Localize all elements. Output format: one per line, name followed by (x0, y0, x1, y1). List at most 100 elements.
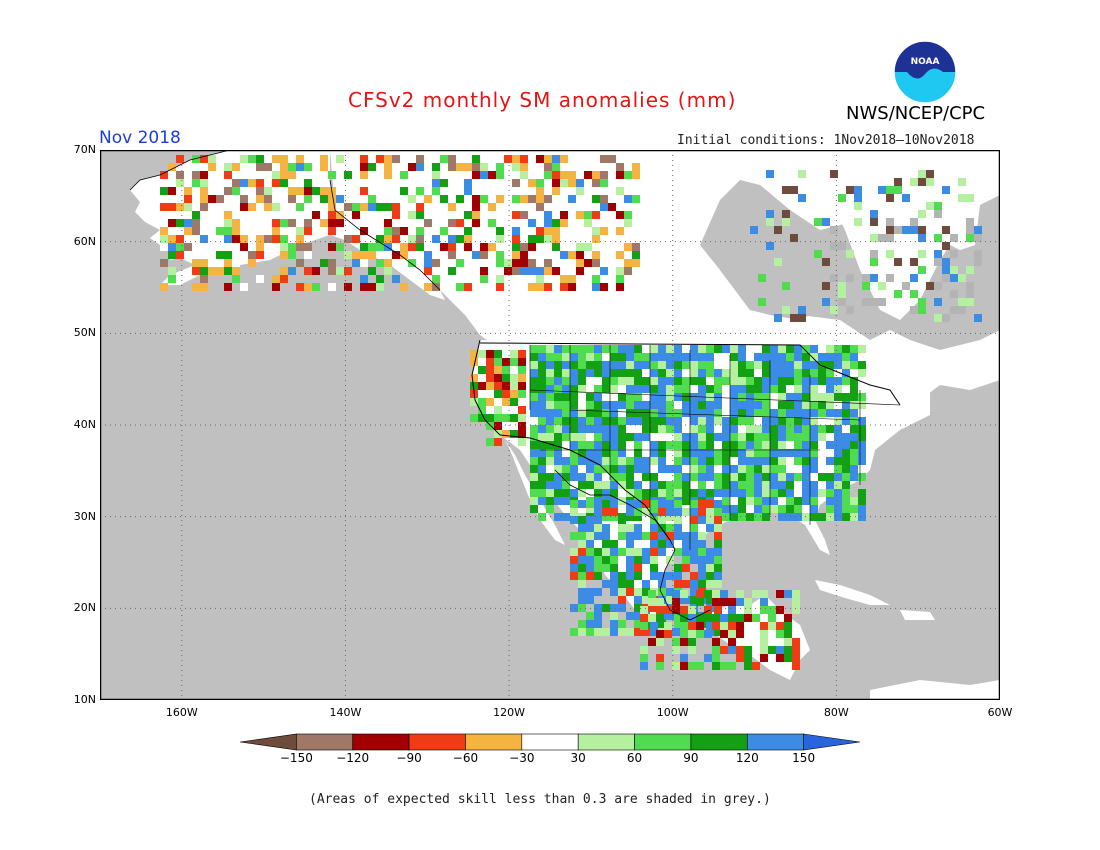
anomaly-cell (578, 377, 586, 385)
anomaly-cell (240, 283, 248, 291)
anomaly-cell (698, 369, 706, 377)
anomaly-cell (842, 489, 850, 497)
anomaly-cell (602, 564, 610, 572)
anomaly-cell (696, 598, 704, 606)
anomaly-cell (746, 409, 754, 417)
anomaly-cell (674, 345, 682, 353)
anomaly-cell (530, 425, 538, 433)
anomaly-cell (650, 361, 658, 369)
anomaly-cell (698, 353, 706, 361)
anomaly-cell (778, 401, 786, 409)
anomaly-cell (618, 596, 626, 604)
anomaly-cell (858, 473, 866, 481)
anomaly-cell (602, 417, 610, 425)
anomaly-cell (642, 361, 650, 369)
anomaly-cell (640, 606, 648, 614)
anomaly-cell (602, 580, 610, 588)
anomaly-cell (738, 345, 746, 353)
anomaly-cell (392, 235, 400, 243)
anomaly-cell (184, 243, 192, 251)
anomaly-cell (562, 401, 570, 409)
anomaly-cell (658, 572, 666, 580)
anomaly-cell (544, 283, 552, 291)
anomaly-cell (754, 441, 762, 449)
anomaly-cell (520, 195, 528, 203)
anomaly-cell (176, 203, 184, 211)
anomaly-cell (942, 258, 950, 266)
anomaly-cell (168, 243, 176, 251)
anomaly-cell (594, 564, 602, 572)
legend-swatch (634, 733, 692, 751)
anomaly-cell (160, 227, 168, 235)
anomaly-cell (602, 540, 610, 548)
anomaly-cell (536, 267, 544, 275)
anomaly-cell (610, 473, 618, 481)
anomaly-cell (552, 179, 560, 187)
anomaly-cell (634, 596, 642, 604)
anomaly-cell (690, 489, 698, 497)
anomaly-cell (850, 473, 858, 481)
anomaly-cell (486, 398, 494, 406)
anomaly-cell (658, 369, 666, 377)
anomaly-cell (706, 465, 714, 473)
anomaly-cell (656, 630, 664, 638)
anomaly-cell (782, 306, 790, 314)
anomaly-cell (666, 465, 674, 473)
anomaly-cell (626, 500, 634, 508)
anomaly-cell (602, 489, 610, 497)
anomaly-cell (448, 267, 456, 275)
anomaly-cell (688, 638, 696, 646)
anomaly-cell (594, 393, 602, 401)
anomaly-cell (690, 596, 698, 604)
anomaly-cell (312, 219, 320, 227)
anomaly-cell (432, 259, 440, 267)
anomaly-cell (658, 457, 666, 465)
anomaly-cell (730, 361, 738, 369)
anomaly-cell (440, 155, 448, 163)
anomaly-cell (870, 258, 878, 266)
anomaly-cell (690, 401, 698, 409)
anomaly-cell (698, 516, 706, 524)
anomaly-cell (706, 401, 714, 409)
anomaly-cell (918, 226, 926, 234)
anomaly-cell (634, 532, 642, 540)
anomaly-cell (698, 433, 706, 441)
anomaly-cell (570, 628, 578, 636)
anomaly-cell (762, 409, 770, 417)
anomaly-cell (778, 465, 786, 473)
anomaly-cell (232, 267, 240, 275)
anomaly-cell (642, 401, 650, 409)
anomaly-cell (810, 465, 818, 473)
anomaly-cell (400, 219, 408, 227)
anomaly-cell (870, 210, 878, 218)
anomaly-cell (594, 556, 602, 564)
anomaly-cell (512, 195, 520, 203)
borders (129, 150, 901, 621)
anomaly-cell (272, 219, 280, 227)
low-skill-cell (934, 210, 942, 218)
anomaly-cell (626, 433, 634, 441)
anomaly-cell (802, 465, 810, 473)
anomaly-cell (336, 155, 344, 163)
anomaly-cell (624, 259, 632, 267)
anomaly-cell (730, 393, 738, 401)
anomaly-cell (754, 505, 762, 513)
anomaly-cell (762, 489, 770, 497)
anomaly-cell (706, 572, 714, 580)
anomaly-cell (834, 345, 842, 353)
anomaly-cell (610, 401, 618, 409)
anomaly-cell (248, 203, 256, 211)
anomaly-cell (472, 171, 480, 179)
anomaly-cell (886, 226, 894, 234)
anomaly-cell (942, 266, 950, 274)
anomaly-cell (712, 654, 720, 662)
anomaly-cell (682, 449, 690, 457)
anomaly-cell (480, 267, 488, 275)
anomaly-cell (494, 350, 502, 358)
anomaly-cell (578, 588, 586, 596)
anomaly-cell (722, 497, 730, 505)
lat-tick-label: 50N (73, 326, 96, 340)
anomaly-cell (650, 505, 658, 513)
anomaly-cell (626, 369, 634, 377)
anomaly-cell (682, 532, 690, 540)
